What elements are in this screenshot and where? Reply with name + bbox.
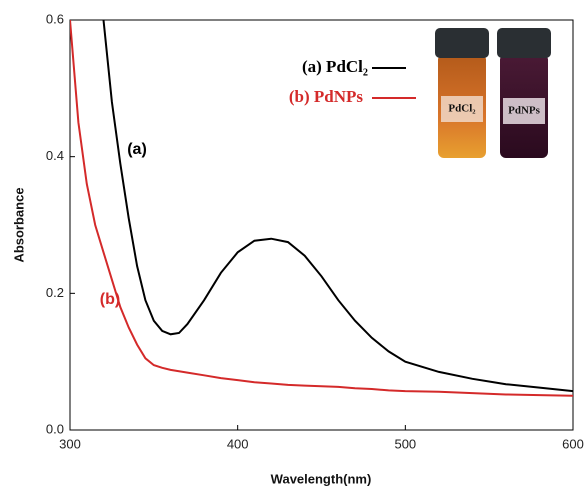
legend-label: (a) PdCl₂ — [302, 57, 368, 76]
series-annotation: (a) — [127, 141, 147, 158]
inset-label: PdCl₂ — [448, 103, 476, 115]
data-line — [102, 20, 573, 393]
inset-photo: PdCl₂ PdNPs — [435, 28, 551, 158]
data-line — [70, 20, 573, 397]
y-tick-label: 0.0 — [46, 421, 64, 436]
inset-label: PdNPs — [508, 105, 541, 117]
y-tick-label: 0.4 — [46, 148, 64, 163]
plot-frame — [69, 19, 574, 431]
y-tick-label: 0.6 — [46, 11, 64, 26]
series-annotation: (b) — [100, 291, 120, 308]
y-tick-label: 0.2 — [46, 285, 64, 300]
x-tick-label: 500 — [394, 436, 416, 451]
x-tick-label: 400 — [227, 436, 249, 451]
x-tick-label: 300 — [59, 436, 81, 451]
legend-label: (b) PdNPs — [289, 87, 364, 106]
y-axis-label: Absorbance — [11, 187, 26, 262]
x-tick-label: 600 — [562, 436, 584, 451]
x-axis-label: Wavelength(nm) — [271, 471, 372, 486]
